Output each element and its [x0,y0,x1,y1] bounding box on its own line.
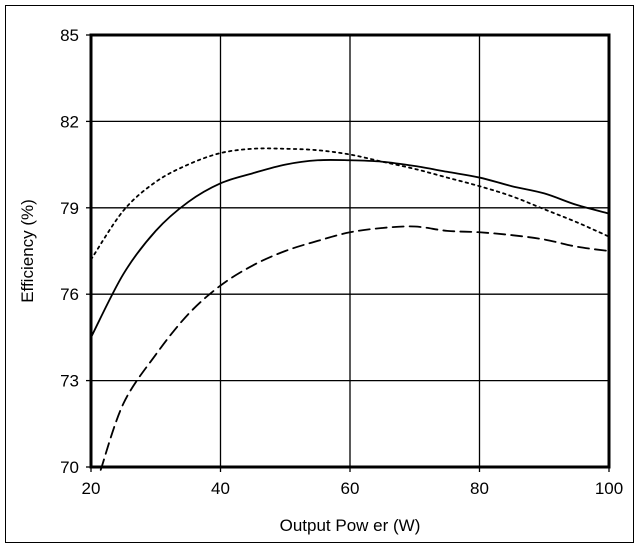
x-axis-label: Output Pow er (W) [280,516,421,535]
y-axis-label: Efficiency (%) [18,199,37,303]
series-line-solid [90,159,610,339]
x-tick-label: 40 [211,479,230,498]
grid-lines [86,34,610,472]
plot-area-border [89,33,611,469]
series-line-dotted [90,147,610,261]
series-group [90,147,610,471]
x-axis-tick-labels: 20 40 60 80 100 [82,479,624,498]
series-line-dashed [99,225,610,471]
y-tick-label: 73 [60,372,79,391]
x-tick-label: 100 [595,479,623,498]
y-tick-label: 85 [60,26,79,45]
y-tick-label: 79 [60,199,79,218]
x-tick-label: 20 [82,479,101,498]
y-axis-tick-labels: 70 73 76 79 82 85 [60,26,79,477]
x-tick-label: 80 [470,479,489,498]
outer-frame [5,5,634,543]
y-tick-label: 70 [60,458,79,477]
y-tick-label: 82 [60,112,79,131]
x-tick-label: 60 [341,479,360,498]
y-tick-label: 76 [60,285,79,304]
